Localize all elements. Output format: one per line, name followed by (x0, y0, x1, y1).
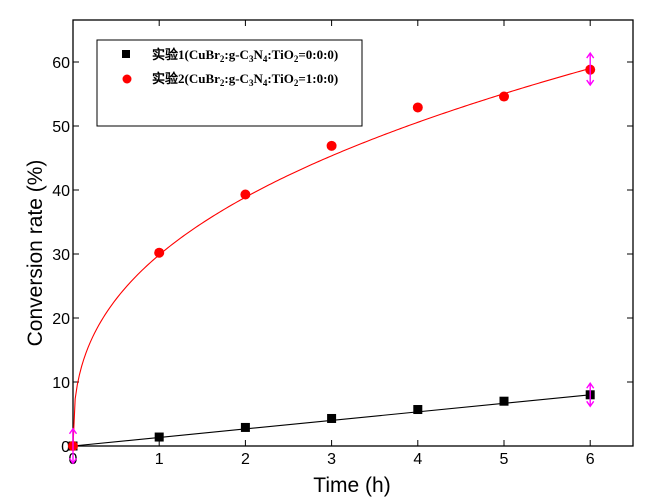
x-tick-label-2: 2 (241, 451, 250, 468)
point-series-2-1 (154, 247, 165, 258)
x-tick-label-6: 6 (586, 451, 595, 468)
plot-frame (72, 19, 634, 447)
error-bar-origin-bottom-arrow (68, 457, 78, 465)
point-series-1-3 (327, 413, 337, 423)
error-bar-series-1-top-arrow (586, 382, 595, 389)
error-bar-series-2-top-arrow (586, 51, 595, 59)
legend: 实验1(CuBr2:g-C3N4:TiO2=0:0:0) 实验2(CuBr2:g… (96, 39, 363, 127)
x-axis-title: Time (h) (313, 474, 390, 497)
y-tick-label-5: 50 (52, 119, 70, 136)
y-tick-label-0: 0 (61, 439, 70, 456)
data-markers (68, 64, 596, 451)
error-bars (68, 51, 595, 465)
y-tick-label-3: 30 (52, 247, 70, 264)
point-series-2-2 (240, 189, 251, 200)
y-tick-label-4: 40 (52, 183, 70, 200)
legend-label-series-2: 实验2(CuBr2:g-C3N4:TiO2=1:0:0) (152, 71, 338, 88)
y-tick-label-2: 20 (52, 311, 70, 328)
x-tick-label-1: 1 (155, 451, 164, 468)
point-series-1-5 (499, 396, 509, 406)
legend-marker-series-1 (122, 50, 130, 58)
point-series-1-2 (240, 422, 250, 432)
point-series-2-3 (326, 140, 337, 151)
error-bar-series-2-bottom-arrow (586, 79, 595, 87)
error-bar-origin-top-arrow (68, 427, 78, 435)
legend-box (96, 39, 363, 127)
point-series-2-4 (412, 102, 423, 113)
point-series-2-5 (499, 91, 509, 102)
y-axis-ticks: 0 10 20 30 40 50 60 (52, 55, 633, 456)
legend-label-series-1: 实验1(CuBr2:g-C3N4:TiO2=0:0:0) (152, 47, 338, 64)
x-tick-label-3: 3 (327, 451, 336, 468)
legend-marker-series-2 (122, 74, 132, 84)
point-series-1-4 (413, 405, 423, 415)
error-bar-series-1-bottom-arrow (586, 400, 595, 408)
y-tick-label-1: 10 (52, 375, 70, 392)
point-series-1-1 (154, 432, 164, 442)
y-tick-label-6: 60 (52, 55, 70, 72)
y-axis-title: Conversion rate (%) (24, 160, 47, 347)
x-tick-label-4: 4 (413, 451, 422, 468)
x-tick-label-5: 5 (500, 451, 509, 468)
